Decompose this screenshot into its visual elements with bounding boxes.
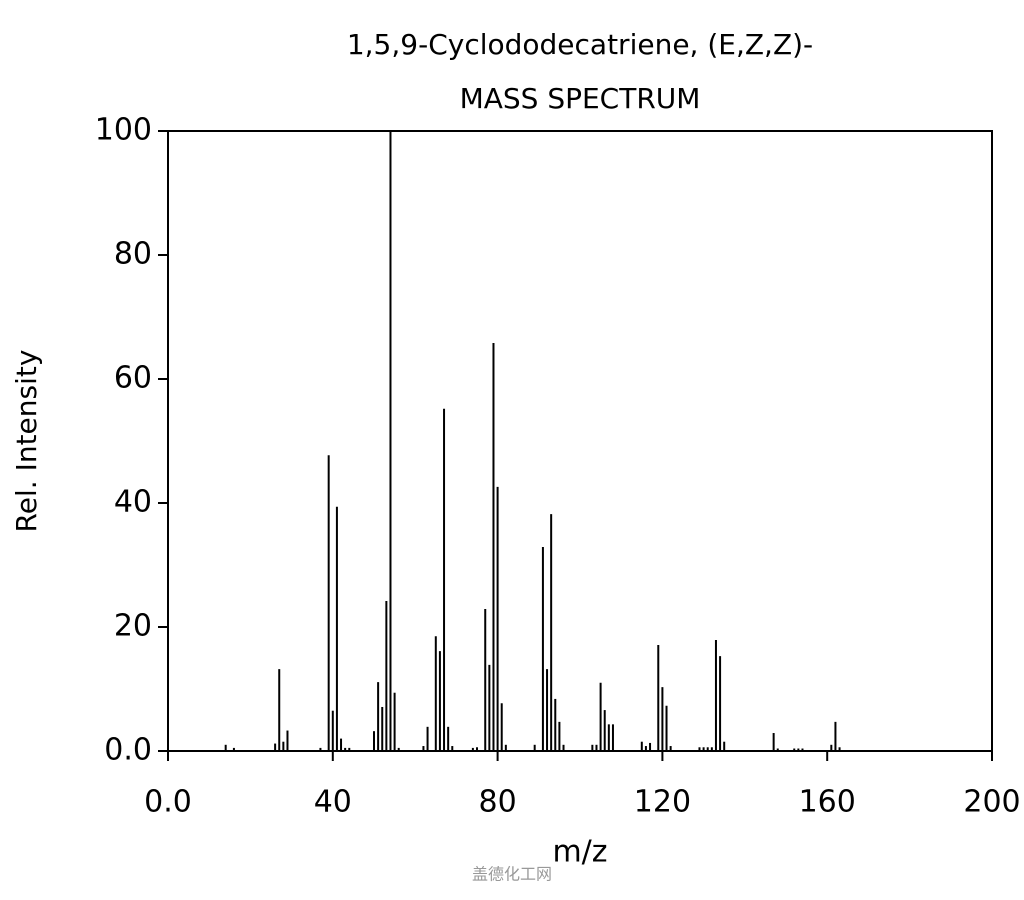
y-tick-label: 0.0 [104, 733, 152, 768]
y-axis-label: Rel. Intensity [10, 350, 43, 533]
y-tick-label: 80 [114, 237, 152, 272]
x-tick-label: 40 [314, 785, 352, 820]
x-tick-label: 80 [479, 785, 517, 820]
y-tick-label: 40 [114, 485, 152, 520]
x-axis-label: m/z [552, 835, 607, 870]
plot-frame [167, 130, 993, 752]
x-tick-label: 160 [799, 785, 856, 820]
y-tick-label: 60 [114, 361, 152, 396]
chart-subtitle: MASS SPECTRUM [460, 82, 701, 115]
x-tick-label: 0.0 [144, 785, 192, 820]
y-tick-label: 20 [114, 609, 152, 644]
chart-title: 1,5,9-Cyclododecatriene, (E,Z,Z)- [347, 28, 813, 61]
y-tick-label: 100 [95, 113, 152, 148]
x-tick-label: 120 [634, 785, 691, 820]
x-tick-label: 200 [963, 785, 1020, 820]
watermark: 盖德化工网 [472, 865, 552, 884]
